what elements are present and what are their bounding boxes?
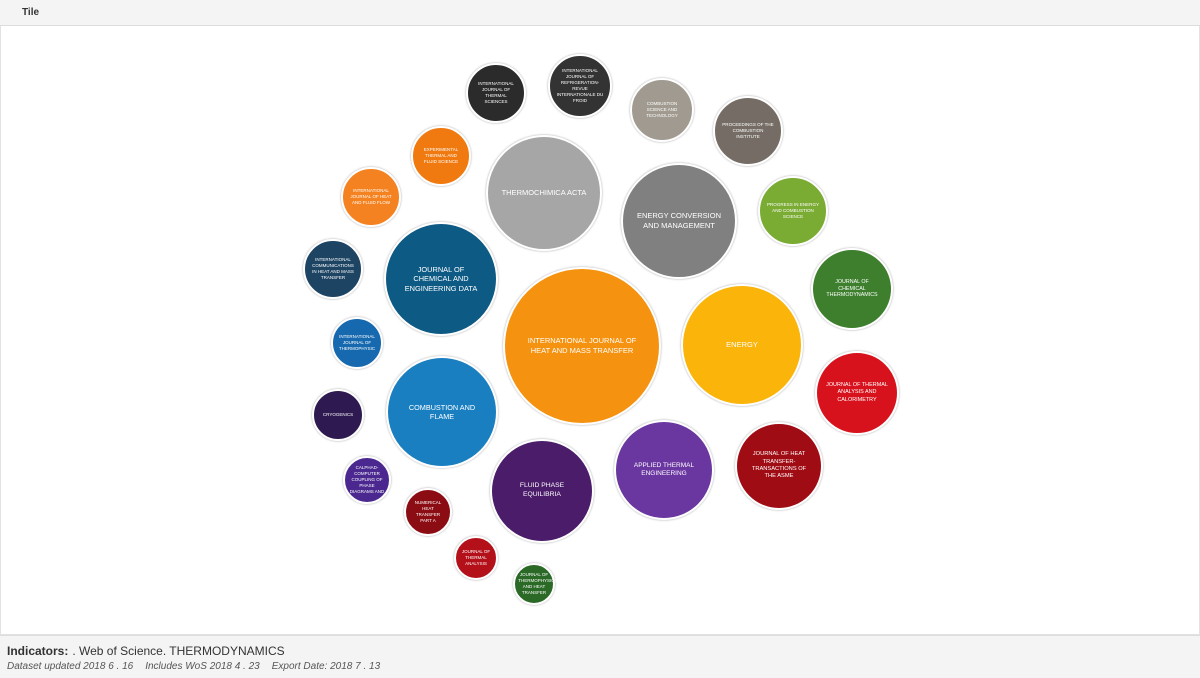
bubble[interactable]: JOURNAL OF THERMAL ANALYSIS — [454, 536, 498, 580]
top-bar: Tile — [0, 0, 1200, 26]
bubble-label: EXPERIMENTAL THERMAL AND FLUID SCIENCE — [423, 147, 459, 164]
bubble-label: NUMERICAL HEAT TRANSFER PART A — [414, 500, 442, 523]
bubble-label: APPLIED THERMAL ENGINEERING — [633, 461, 695, 477]
dataset-line: Dataset updated 2018 6 . 16 Includes WoS … — [7, 661, 392, 672]
bubble-label: JOURNAL OF CHEMICAL THERMODYNAMICS — [826, 278, 878, 299]
bubble[interactable]: CALPHAD-COMPUTER COUPLING OF PHASE DIAGR… — [343, 456, 391, 504]
bubble[interactable]: INTERNATIONAL JOURNAL OF HEAT AND FLUID … — [341, 167, 401, 227]
indicators: . Web of Science. THERMODYNAMICS — [72, 644, 285, 658]
bubble-label: COMBUSTION SCIENCE AND TECHNOLOGY — [646, 101, 678, 118]
includes-date: Includes WoS 2018 4 . 23 — [145, 661, 260, 672]
bubble-label: JOURNAL OF HEAT TRANSFER-TRANSACTIONS OF… — [751, 451, 807, 480]
bubble-label: ENERGY — [726, 340, 758, 350]
bubble[interactable]: PROCEEDINGS OF THE COMBUSTION INSTITUTE — [713, 96, 783, 166]
bubble[interactable]: JOURNAL OF CHEMICAL THERMODYNAMICS — [811, 248, 893, 330]
bubble[interactable]: APPLIED THERMAL ENGINEERING — [614, 420, 714, 520]
bubble-label: INTERNATIONAL JOURNAL OF REFRIGERATION-R… — [556, 68, 604, 103]
indicators-label: Indicators: — [7, 644, 69, 658]
bubble[interactable]: JOURNAL OF CHEMICAL AND ENGINEERING DATA — [384, 222, 498, 336]
bubble-label: JOURNAL OF CHEMICAL AND ENGINEERING DATA — [404, 264, 478, 293]
bubble[interactable]: ENERGY CONVERSION AND MANAGEMENT — [621, 163, 737, 279]
bubble[interactable]: NUMERICAL HEAT TRANSFER PART A — [404, 488, 452, 536]
bubble[interactable]: EXPERIMENTAL THERMAL AND FLUID SCIENCE — [411, 126, 471, 186]
bubble[interactable]: INTERNATIONAL JOURNAL OF HEAT AND MASS T… — [503, 267, 661, 425]
bubble-label: JOURNAL OF THERMAL ANALYSIS — [461, 549, 491, 566]
bubble-label: PROGRESS IN ENERGY AND COMBUSTION SCIENC… — [766, 202, 820, 219]
tab[interactable]: Tile — [22, 7, 40, 18]
bubble[interactable]: PROGRESS IN ENERGY AND COMBUSTION SCIENC… — [758, 176, 828, 246]
bubble-label: CRYOGENICS — [322, 412, 354, 418]
bubble-label: INTERNATIONAL JOURNAL OF HEAT AND MASS T… — [527, 336, 637, 355]
bubble[interactable]: COMBUSTION AND FLAME — [386, 356, 498, 468]
bubble-label: PROCEEDINGS OF THE COMBUSTION INSTITUTE — [722, 122, 774, 139]
bubble-label: INTERNATIONAL JOURNAL OF HEAT AND FLUID … — [350, 188, 392, 205]
bubble-label: INTERNATIONAL JOURNAL OF THERMOPHYSIC — [338, 334, 376, 351]
dataset-date: Dataset updated 2018 6 . 16 — [7, 661, 134, 672]
bubble[interactable]: FLUID PHASE EQUILIBRIA — [490, 439, 594, 543]
bubble[interactable]: JOURNAL OF HEAT TRANSFER-TRANSACTIONS OF… — [735, 422, 823, 510]
bubble-label: JOURNAL OF THERMAL ANALYSIS AND CALORIME… — [826, 382, 888, 403]
bubble[interactable]: INTERNATIONAL JOURNAL OF THERMAL SCIENCE… — [466, 63, 526, 123]
bubble[interactable]: ENERGY — [681, 284, 803, 406]
bubble[interactable]: THERMOCHIMICA ACTA — [486, 135, 602, 251]
bubble-label: COMBUSTION AND FLAME — [408, 402, 476, 421]
bubble-label: INTERNATIONAL JOURNAL OF THERMAL SCIENCE… — [478, 81, 514, 104]
bubble[interactable]: INTERNATIONAL JOURNAL OF THERMOPHYSIC — [331, 317, 383, 369]
bubble-label: JOURNAL OF THERMOPHYSICS AND HEAT TRANSF… — [518, 572, 558, 595]
bubble-chart: INTERNATIONAL JOURNAL OF THERMAL SCIENCE… — [0, 26, 1200, 635]
bubble-label: THERMOCHIMICA ACTA — [501, 188, 587, 198]
indicators-line: Indicators:. Web of Science. THERMODYNAM… — [7, 644, 285, 658]
bubble-label: CALPHAD-COMPUTER COUPLING OF PHASE DIAGR… — [349, 465, 385, 494]
footer: Indicators:. Web of Science. THERMODYNAM… — [0, 635, 1200, 678]
bubble-label: ENERGY CONVERSION AND MANAGEMENT — [636, 211, 722, 230]
bubble-label: FLUID PHASE EQUILIBRIA — [519, 482, 565, 498]
bubble-label: INTERNATIONAL COMMUNICATIONS IN HEAT AND… — [312, 257, 354, 280]
bubble[interactable]: CRYOGENICS — [312, 389, 364, 441]
bubble[interactable]: JOURNAL OF THERMOPHYSICS AND HEAT TRANSF… — [513, 563, 558, 605]
export-date: Export Date: 2018 7 . 13 — [271, 661, 381, 672]
bubble[interactable]: INTERNATIONAL COMMUNICATIONS IN HEAT AND… — [303, 239, 363, 299]
bubble[interactable]: JOURNAL OF THERMAL ANALYSIS AND CALORIME… — [815, 351, 899, 435]
bubble[interactable]: INTERNATIONAL JOURNAL OF REFRIGERATION-R… — [548, 54, 612, 118]
bubble[interactable]: COMBUSTION SCIENCE AND TECHNOLOGY — [630, 78, 694, 142]
